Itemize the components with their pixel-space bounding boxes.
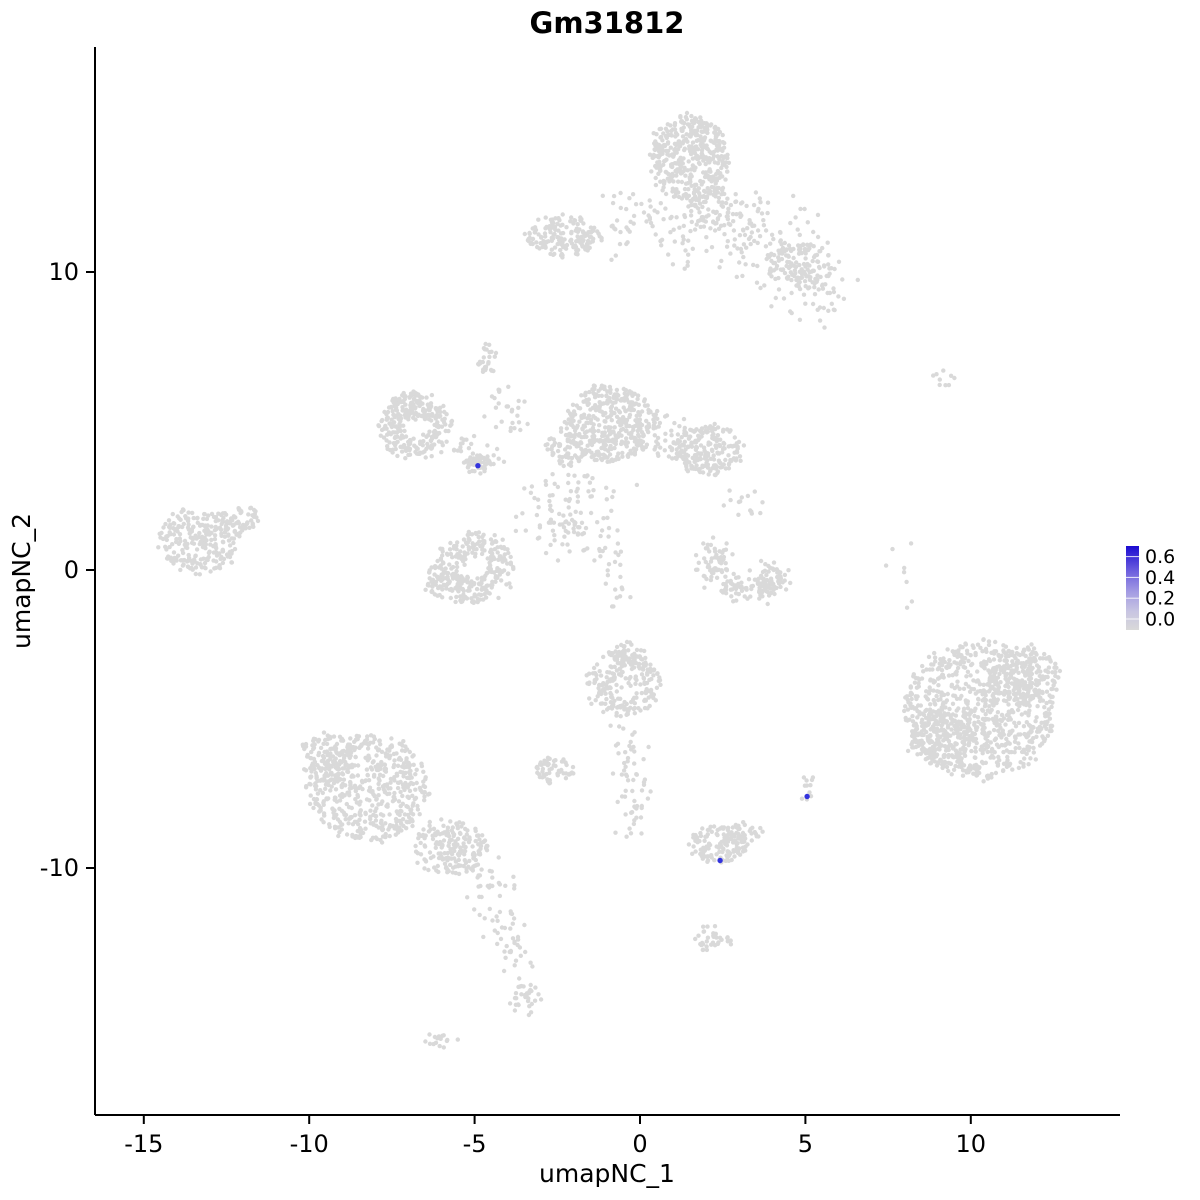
plot-title: Gm31812 xyxy=(530,6,685,40)
y-tick-label: 0 xyxy=(64,556,79,584)
y-tick-label: 10 xyxy=(48,258,79,286)
legend-colorbar: 0.60.40.20.0 xyxy=(1126,546,1175,631)
expressing-cell xyxy=(717,857,723,864)
legend-tick-label: 0.6 xyxy=(1145,546,1175,568)
legend-gradient-bar xyxy=(1126,546,1139,630)
x-tick-label: 5 xyxy=(798,1130,813,1158)
expressing-cell-points xyxy=(475,463,810,864)
scatter-points xyxy=(156,110,1063,1050)
legend-tick-label: 0.4 xyxy=(1145,567,1175,589)
legend-tick-label: 0.0 xyxy=(1145,609,1175,631)
x-tick-label: 10 xyxy=(956,1130,987,1158)
expressing-cell xyxy=(804,793,810,800)
axes: -15 -10 -5 0 5 10 10 0 -10 xyxy=(40,47,1120,1158)
x-tick-label: -15 xyxy=(124,1130,163,1158)
x-tick-label: -5 xyxy=(463,1130,487,1158)
y-tick-label: -10 xyxy=(40,854,79,882)
expressing-cell xyxy=(475,463,481,469)
x-tick-label: 0 xyxy=(632,1130,647,1158)
x-axis-label: umapNC_1 xyxy=(539,1159,675,1188)
legend-tick-label: 0.2 xyxy=(1145,588,1175,610)
y-axis-label: umapNC_2 xyxy=(7,513,36,649)
x-tick-label: -10 xyxy=(290,1130,329,1158)
